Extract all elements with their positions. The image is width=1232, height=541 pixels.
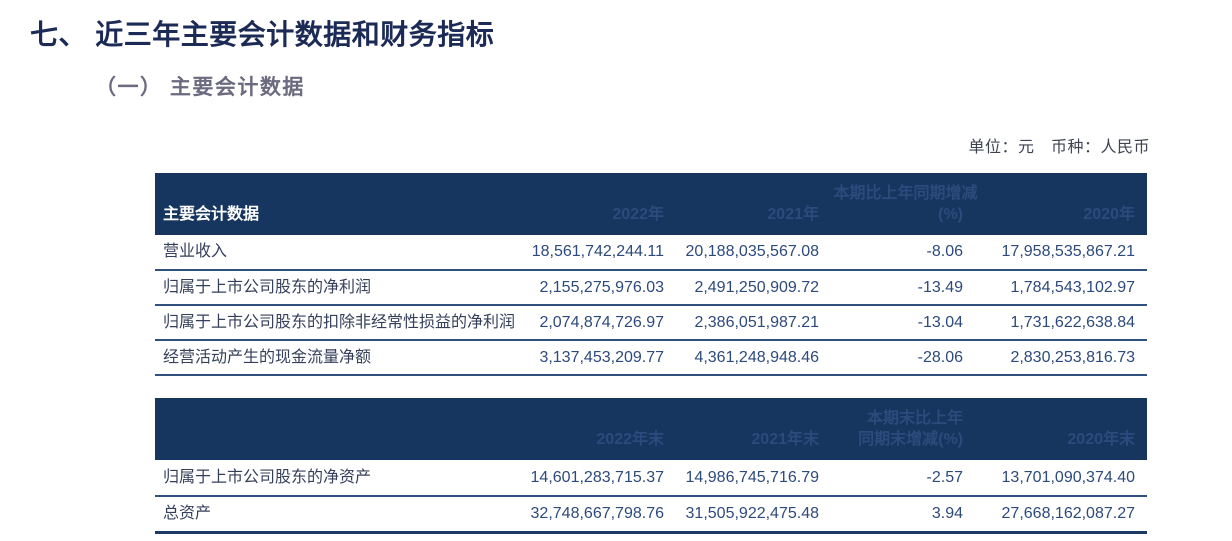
value-change-pct: -13.49 — [828, 270, 972, 306]
table1-header-2021: 2021年 — [673, 173, 828, 235]
table-row-revenue: 营业收入 18,561,742,244.11 20,188,035,567.08… — [155, 235, 1147, 271]
table2-header-metric — [155, 398, 515, 460]
value-2022-end: 32,748,667,798.76 — [515, 496, 673, 534]
value-2021-end: 31,505,922,475.48 — [673, 496, 828, 534]
table2-header-change-pct: 本期末比上年 同期末增减(%) — [828, 398, 972, 460]
value-change-pct: -8.06 — [828, 235, 972, 271]
row-label: 归属于上市公司股东的净利润 — [155, 270, 515, 306]
table1-header-2020: 2020年 — [972, 173, 1147, 235]
section-title: 七、 近三年主要会计数据和财务指标 — [30, 19, 495, 50]
value-2022: 2,074,874,726.97 — [515, 305, 673, 341]
value-2020: 1,784,543,102.97 — [972, 270, 1147, 306]
value-2021: 20,188,035,567.08 — [673, 235, 828, 271]
table-row-net-profit: 归属于上市公司股东的净利润 2,155,275,976.03 2,491,250… — [155, 270, 1147, 306]
table2-header-2020-end: 2020年末 — [972, 398, 1147, 460]
value-2022: 18,561,742,244.11 — [515, 235, 673, 271]
table1-header-2022: 2022年 — [515, 173, 673, 235]
table1-header-row: 主要会计数据 2022年 2021年 本期比上年同期增减 (%) 2020年 — [155, 173, 1147, 235]
key-accounting-data-table: 主要会计数据 2022年 2021年 本期比上年同期增减 (%) 2020年 营… — [155, 173, 1147, 376]
value-2021-end: 14,986,745,716.79 — [673, 460, 828, 497]
value-2021: 2,386,051,987.21 — [673, 305, 828, 341]
table-row-net-profit-excl-nonrecurring: 归属于上市公司股东的扣除非经常性损益的净利润 2,074,874,726.97 … — [155, 305, 1147, 341]
value-2021: 2,491,250,909.72 — [673, 270, 828, 306]
subsection-title: （一） 主要会计数据 — [95, 76, 305, 99]
table2-header-change-line2: 同期末增减(%) — [858, 431, 963, 449]
table1-header-metric: 主要会计数据 — [155, 173, 515, 235]
table1-header-change-line2: (%) — [938, 206, 963, 224]
row-label: 总资产 — [155, 496, 515, 534]
table2-header-2022-end: 2022年末 — [515, 398, 673, 460]
table2-header-row: 2022年末 2021年末 本期末比上年 同期末增减(%) 2020年末 — [155, 398, 1147, 460]
period-end-data-table: 2022年末 2021年末 本期末比上年 同期末增减(%) 2020年末 归属于… — [155, 398, 1147, 534]
table-row-operating-cash-flow: 经营活动产生的现金流量净额 3,137,453,209.77 4,361,248… — [155, 340, 1147, 376]
row-label: 归属于上市公司股东的扣除非经常性损益的净利润 — [155, 305, 515, 341]
row-label: 归属于上市公司股东的净资产 — [155, 460, 515, 497]
table2-header-2021-end: 2021年末 — [673, 398, 828, 460]
value-2020-end: 27,668,162,087.27 — [972, 496, 1147, 534]
table-row-net-assets: 归属于上市公司股东的净资产 14,601,283,715.37 14,986,7… — [155, 460, 1147, 497]
table-row-total-assets: 总资产 32,748,667,798.76 31,505,922,475.48 … — [155, 496, 1147, 534]
currency-unit-note: 单位：元 币种：人民币 — [968, 139, 1150, 156]
value-2020: 1,731,622,638.84 — [972, 305, 1147, 341]
value-2022: 2,155,275,976.03 — [515, 270, 673, 306]
value-2021: 4,361,248,948.46 — [673, 340, 828, 376]
value-2020: 17,958,535,867.21 — [972, 235, 1147, 271]
row-label: 营业收入 — [155, 235, 515, 271]
value-change-pct: -28.06 — [828, 340, 972, 376]
table1-header-change-line1: 本期比上年同期增减 — [833, 184, 978, 202]
value-change-pct: 3.94 — [828, 496, 972, 534]
value-change-pct: -13.04 — [828, 305, 972, 341]
row-label: 经营活动产生的现金流量净额 — [155, 340, 515, 376]
value-2020: 2,830,253,816.73 — [972, 340, 1147, 376]
value-2022: 3,137,453,209.77 — [515, 340, 673, 376]
value-2020-end: 13,701,090,374.40 — [972, 460, 1147, 497]
value-change-pct: -2.57 — [828, 460, 972, 497]
value-2022-end: 14,601,283,715.37 — [515, 460, 673, 497]
table1-header-change-pct: 本期比上年同期增减 (%) — [828, 173, 978, 235]
table2-header-change-line1: 本期末比上年 — [866, 409, 963, 427]
